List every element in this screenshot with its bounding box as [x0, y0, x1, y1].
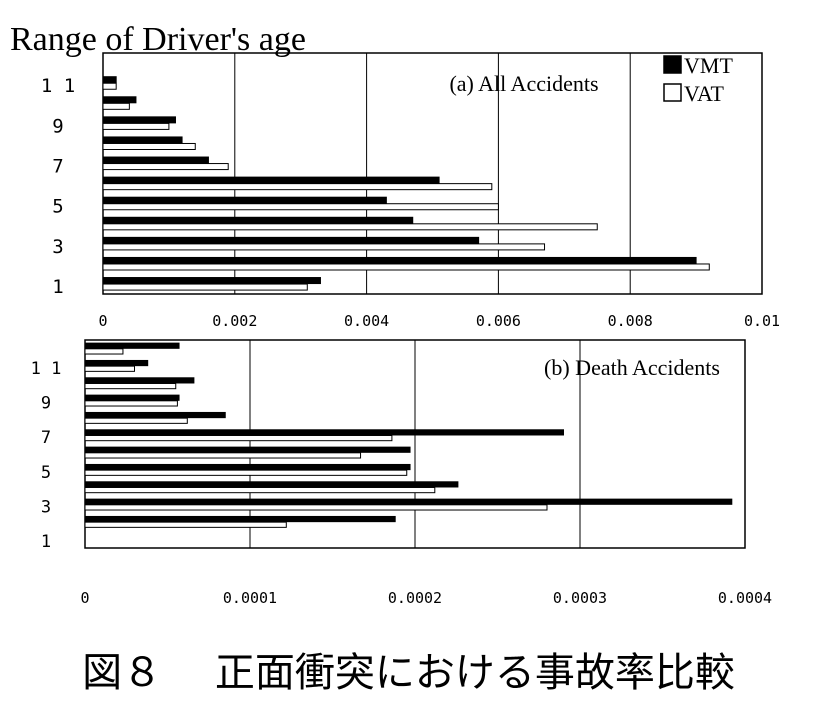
bar-vat	[102, 243, 546, 251]
bar-vmt	[84, 429, 564, 436]
bar-vat	[102, 102, 130, 110]
bar-vat	[102, 122, 170, 130]
bar-vat	[84, 365, 135, 372]
x-tick-label: 0	[80, 589, 89, 607]
bar-vmt	[102, 236, 480, 244]
bar-vmt	[84, 342, 180, 349]
bar-vmt	[84, 394, 180, 401]
bar-vat	[102, 82, 117, 90]
bar-vat	[84, 452, 362, 459]
bar-vat	[84, 382, 177, 390]
bar-vat	[102, 223, 598, 231]
bar-vmt	[84, 359, 149, 367]
x-tick-label: 0.0001	[223, 589, 277, 607]
panel-death-accidents: 0 0.0001 0.0002 0.0003 0.0004 1 3 5 7 9 1 1 (b) Dea…	[31, 339, 772, 607]
legend-swatch-vat	[663, 83, 682, 102]
y-tick-label: 1	[41, 532, 51, 552]
legend-swatch-vmt	[663, 55, 682, 74]
bar-vmt	[102, 116, 176, 124]
bar-vmt	[102, 136, 183, 144]
y-axis-title: Range of Driver's age	[10, 21, 306, 58]
y-tick-label: 7	[41, 428, 51, 448]
bar-vat	[84, 434, 393, 442]
y-tick-label: 9	[52, 115, 63, 137]
x-tick-label: 0.01	[744, 312, 780, 330]
bar-vmt	[84, 498, 733, 505]
bar-vmt	[84, 515, 396, 523]
y-tick-label: 1 1	[31, 359, 62, 379]
bar-vmt	[102, 176, 440, 184]
bar-vat	[84, 521, 287, 528]
bar-vmt	[102, 96, 137, 104]
bar-vmt	[102, 216, 414, 224]
x-tick-label: 0.002	[212, 312, 257, 330]
panel-title: (b) Death Accidents	[544, 355, 720, 380]
bar-vat	[84, 504, 548, 511]
bar-vat	[84, 417, 188, 424]
figure-caption: 図８ 正面衝突における事故率比較	[82, 650, 735, 696]
x-tick-label: 0.004	[344, 312, 389, 330]
x-tick-label: 0.0002	[388, 589, 442, 607]
bar-vmt	[84, 377, 195, 384]
bar-vat	[102, 283, 308, 291]
bar-vat	[102, 163, 229, 171]
x-tick-label: 0.006	[476, 312, 521, 330]
bar-vmt	[102, 256, 697, 264]
x-tick-label: 0.008	[608, 312, 653, 330]
y-tick-label: 3	[41, 497, 51, 517]
y-tick-label: 9	[41, 393, 51, 413]
y-tick-label: 1	[52, 276, 63, 298]
bar-vat	[84, 469, 408, 476]
y-tick-label: 5	[41, 463, 51, 483]
bar-vmt	[84, 411, 226, 419]
bar-vat	[84, 486, 436, 494]
bar-vmt	[102, 277, 321, 285]
bar-vat	[84, 400, 178, 407]
x-tick-label: 0.0003	[553, 589, 607, 607]
bar-vmt	[84, 481, 459, 488]
bar-vat	[84, 348, 124, 355]
x-tick-label: 0	[98, 312, 107, 330]
bar-vat	[102, 183, 493, 191]
bar-vmt	[84, 446, 411, 453]
y-tick-label: 5	[52, 196, 63, 218]
bar-vmt	[102, 196, 387, 204]
y-tick-label: 7	[52, 155, 63, 177]
bar-vat	[102, 263, 710, 271]
panel-title: (a) All Accidents	[449, 71, 598, 96]
bar-vmt	[84, 463, 411, 471]
y-tick-label: 3	[52, 236, 63, 258]
legend-label-vat: VAT	[684, 81, 725, 106]
plot-frame	[102, 52, 763, 295]
bar-vat	[102, 142, 196, 150]
bar-vmt	[102, 156, 209, 164]
y-tick-label: 1 1	[41, 75, 75, 97]
legend-label-vmt: VMT	[684, 53, 733, 78]
x-tick-label: 0.0004	[718, 589, 772, 607]
bar-vat	[102, 203, 499, 211]
bar-vmt	[102, 76, 117, 84]
